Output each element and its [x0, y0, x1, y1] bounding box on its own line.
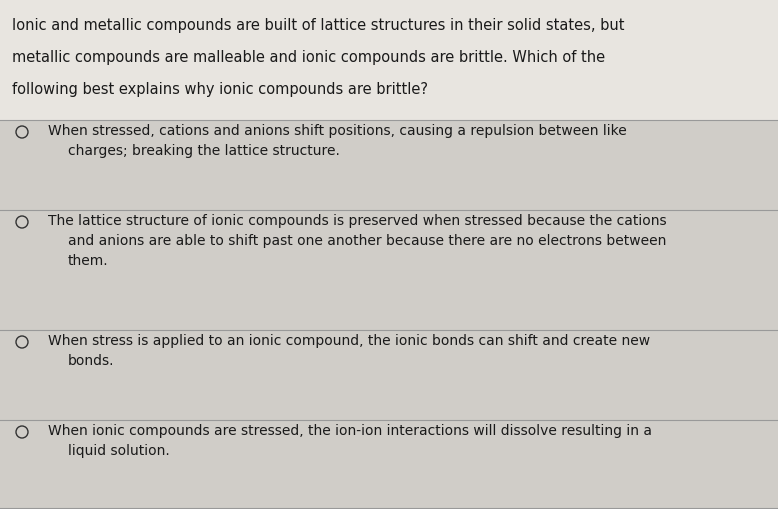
Text: and anions are able to shift past one another because there are no electrons bet: and anions are able to shift past one an…	[68, 234, 667, 248]
Text: liquid solution.: liquid solution.	[68, 444, 170, 458]
Text: charges; breaking the lattice structure.: charges; breaking the lattice structure.	[68, 144, 340, 158]
Text: Ionic and metallic compounds are built of lattice structures in their solid stat: Ionic and metallic compounds are built o…	[12, 18, 625, 33]
Text: When ionic compounds are stressed, the ion-ion interactions will dissolve result: When ionic compounds are stressed, the i…	[48, 424, 652, 438]
Text: bonds.: bonds.	[68, 354, 114, 368]
Text: When stress is applied to an ionic compound, the ionic bonds can shift and creat: When stress is applied to an ionic compo…	[48, 334, 650, 348]
Bar	[0, 0, 778, 120]
Text: metallic compounds are malleable and ionic compounds are brittle. Which of the: metallic compounds are malleable and ion…	[12, 50, 605, 65]
Bar	[0, 120, 778, 509]
Text: them.: them.	[68, 254, 109, 268]
Text: When stressed, cations and anions shift positions, causing a repulsion between l: When stressed, cations and anions shift …	[48, 124, 627, 138]
Text: The lattice structure of ionic compounds is preserved when stressed because the : The lattice structure of ionic compounds…	[48, 214, 667, 228]
Text: following best explains why ionic compounds are brittle?: following best explains why ionic compou…	[12, 82, 428, 97]
